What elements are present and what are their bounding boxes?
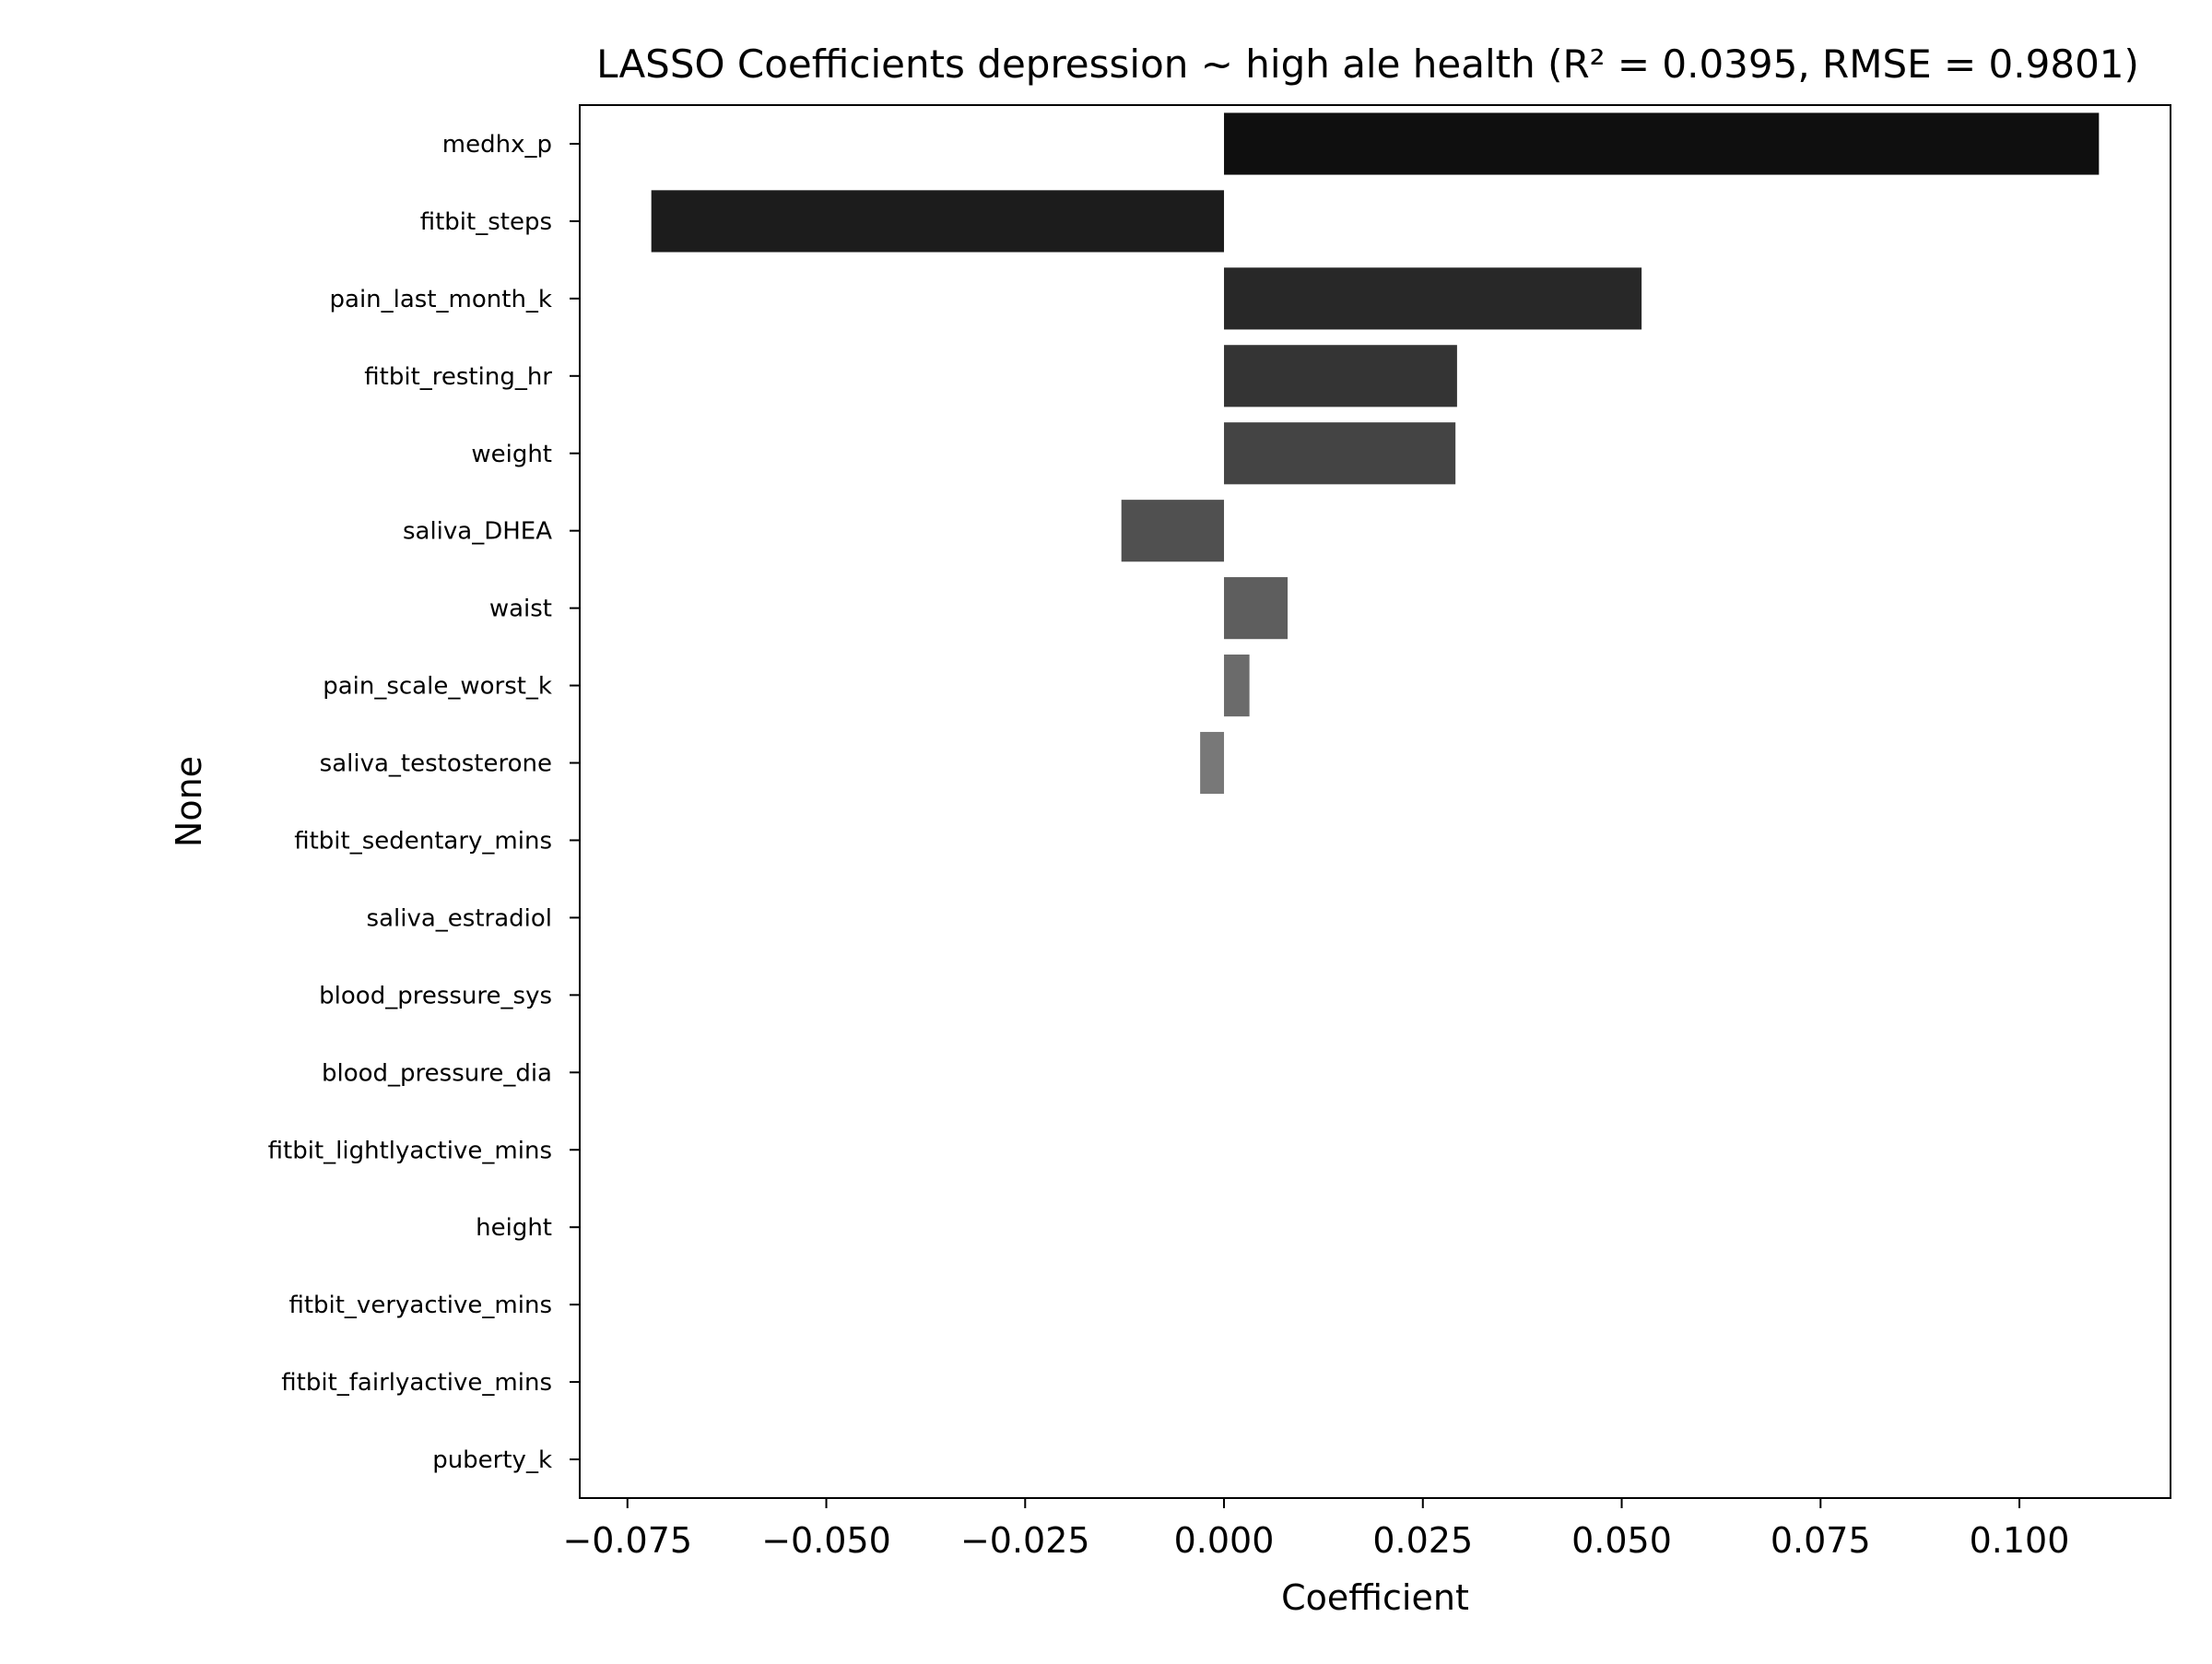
chart-title: LASSO Coefficients depression ~ high ale… xyxy=(596,41,2139,87)
bar-saliva_DHEA xyxy=(1121,500,1225,562)
y-tick-label: saliva_estradiol xyxy=(367,904,552,932)
x-tick-label: 0.100 xyxy=(1970,1520,2070,1561)
bar-waist xyxy=(1224,577,1288,640)
y-tick-label: pain_last_month_k xyxy=(330,286,552,313)
y-tick-label: fitbit_sedentary_mins xyxy=(294,827,552,855)
y-tick-label: medhx_p xyxy=(442,131,552,159)
y-tick-label: fitbit_veryactive_mins xyxy=(288,1292,552,1319)
x-tick-label: −0.050 xyxy=(761,1520,891,1561)
y-tick-label: fitbit_steps xyxy=(420,208,552,236)
plot-frame xyxy=(579,104,2171,1499)
y-axis-ticks: medhx_p fitbit_steps pain_last_month_kfitb… xyxy=(268,131,580,1474)
bar-fitbit_steps xyxy=(651,190,1225,253)
y-tick-label: saliva_DHEA xyxy=(403,518,552,546)
y-tick-label: fitbit_resting_hr xyxy=(364,363,552,391)
bars-layer xyxy=(651,112,2100,795)
y-tick-label: height xyxy=(476,1214,552,1242)
x-axis-ticks: −0.075 −0.050 −0.025 0.000 0.025 0.050 0.075 0.… xyxy=(562,1498,2069,1561)
x-axis-label: Coefficient xyxy=(1281,1577,1469,1618)
y-tick-label: pain_scale_worst_k xyxy=(323,673,552,701)
y-tick-label: fitbit_lightlyactive_mins xyxy=(268,1137,552,1164)
bar-medhx_p xyxy=(1224,112,2100,175)
bar-pain_last_month_k xyxy=(1224,267,1642,330)
y-tick-label: fitbit_fairlyactive_mins xyxy=(281,1369,552,1397)
y-tick-label: blood_pressure_dia xyxy=(322,1059,552,1087)
y-tick-label: puberty_k xyxy=(432,1446,552,1474)
y-tick-label: saliva_testosterone xyxy=(320,750,552,778)
y-axis-label: None xyxy=(169,756,209,847)
y-tick-label: weight xyxy=(471,441,552,468)
x-tick-label: −0.025 xyxy=(960,1520,1090,1561)
x-tick-label: −0.075 xyxy=(562,1520,692,1561)
bar-pain_scale_worst_k xyxy=(1224,655,1250,717)
x-tick-label: 0.025 xyxy=(1372,1520,1473,1561)
bar-fitbit_resting_hr xyxy=(1224,345,1457,407)
x-tick-label: 0.050 xyxy=(1571,1520,1672,1561)
y-tick-label: blood_pressure_sys xyxy=(319,982,552,1009)
x-tick-label: 0.075 xyxy=(1771,1520,1871,1561)
bar-weight xyxy=(1224,422,1456,485)
bar-saliva_testosterone xyxy=(1200,731,1225,795)
y-tick-label: waist xyxy=(489,596,552,623)
x-tick-label: 0.000 xyxy=(1174,1520,1275,1561)
